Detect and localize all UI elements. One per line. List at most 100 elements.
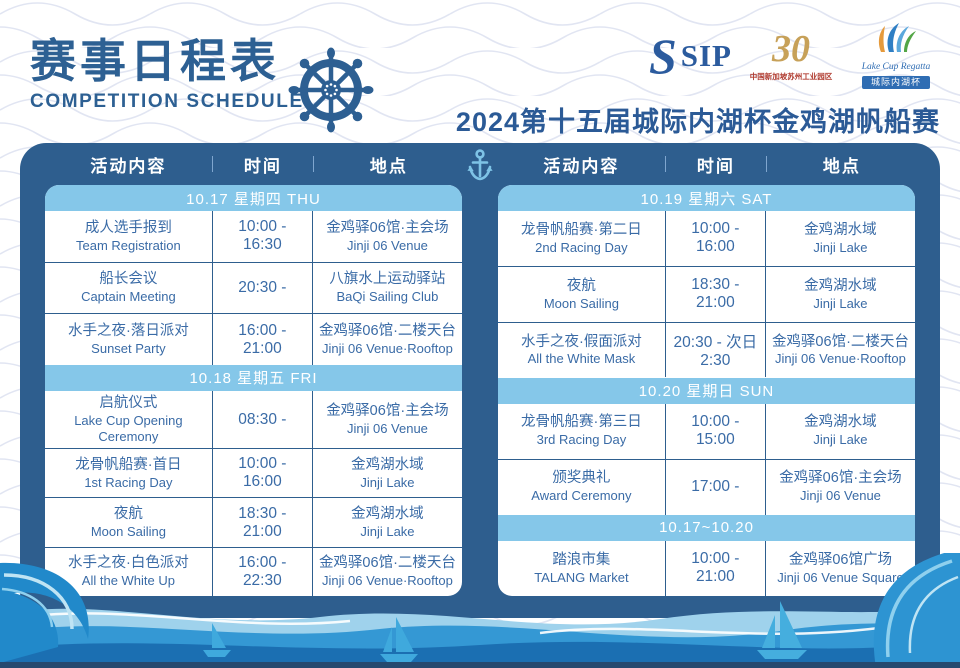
time-value: 10:00 - 16:00	[238, 455, 287, 491]
schedule-row: 夜航 Moon Sailing 18:30 - 21:00 金鸡湖水域 Jinj…	[498, 265, 915, 322]
venue-name-cn: 金鸡湖水域	[351, 456, 424, 473]
schedule-row: 水手之夜·白色派对 All the White Up 16:00 - 22:30…	[45, 546, 462, 596]
section-rows: 龙骨帆船赛·第三日 3rd Racing Day 10:00 - 15:00 金…	[498, 403, 915, 515]
venue-name-cn: 金鸡驿06馆·二楼天台	[318, 555, 456, 572]
venue-cell: 金鸡湖水域 Jinji Lake	[311, 498, 462, 547]
time-value: 10:00 - 21:00	[691, 550, 740, 586]
schedule-row: 成人选手报到 Team Registration 10:00 - 16:30 金…	[45, 211, 462, 262]
anchor-icon	[467, 148, 493, 187]
column-header-activity: 活动内容	[90, 156, 167, 176]
logo-row: S SIP 30 中国新加坡苏州工业园区 Lake Cup Regatta 城际…	[649, 22, 942, 90]
anniversary-30-caption: 中国新加坡苏州工业园区	[749, 72, 833, 81]
time-cell: 18:30 - 21:00	[664, 266, 765, 322]
time-value: 17:00 -	[691, 478, 740, 495]
bottom-waves-decoration	[0, 553, 960, 668]
header-separator	[664, 156, 666, 172]
schedule-row: 水手之夜·假面派对 All the White Mask 20:30 - 次日2…	[498, 321, 915, 378]
activity-name-cn: 颁奖典礼	[552, 470, 611, 487]
bottom-edge-strip	[0, 662, 960, 668]
schedule-row: 龙骨帆船赛·第三日 3rd Racing Day 10:00 - 15:00 金…	[498, 403, 915, 459]
venue-name-en: Jinji Lake	[813, 295, 868, 311]
schedule-section: 10.19 星期六 SAT 龙骨帆船赛·第二日 2nd Racing Day 1…	[498, 185, 915, 378]
venue-name-en: Jinji Lake	[813, 239, 868, 255]
schedule-panel-right: 10.19 星期六 SAT 龙骨帆船赛·第二日 2nd Racing Day 1…	[498, 185, 915, 596]
activity-cell: 龙骨帆船赛·首日 1st Racing Day	[45, 449, 212, 497]
activity-cell: 夜航 Moon Sailing	[498, 267, 665, 322]
regatta-logo: Lake Cup Regatta 城际内湖杯	[850, 22, 942, 90]
activity-name-en: Captain Meeting	[81, 289, 176, 305]
anniversary-30-number: 30	[772, 28, 810, 70]
venue-name-cn: 金鸡驿06馆·二楼天台	[318, 323, 456, 340]
activity-name-en: All the White Up	[81, 573, 175, 589]
venue-cell: 金鸡驿06馆·二楼天台 Jinji 06 Venue·Rooftop	[311, 547, 462, 596]
venue-cell: 金鸡驿06馆·主会场 Jinji 06 Venue	[311, 390, 462, 449]
activity-cell: 水手之夜·假面派对 All the White Mask	[498, 323, 665, 378]
venue-name-cn: 金鸡驿06馆·主会场	[326, 402, 449, 419]
panels: 10.17 星期四 THU 成人选手报到 Team Registration 1…	[20, 185, 940, 618]
schedule-row: 夜航 Moon Sailing 18:30 - 21:00 金鸡湖水域 Jinj…	[45, 497, 462, 547]
time-cell: 10:00 - 16:30	[211, 211, 312, 262]
header-separator	[312, 156, 314, 172]
venue-name-en: Jinji 06 Venue	[346, 237, 428, 253]
anniversary-30-logo: 30 中国新加坡苏州工业园区	[748, 30, 834, 82]
time-cell: 16:00 - 21:00	[211, 314, 312, 365]
section-rows: 成人选手报到 Team Registration 10:00 - 16:30 金…	[45, 211, 462, 365]
activity-cell: 船长会议 Captain Meeting	[45, 263, 212, 314]
activity-name-cn: 夜航	[566, 277, 596, 294]
section-rows: 启航仪式 Lake Cup Opening Ceremony 08:30 - 金…	[45, 390, 462, 596]
schedule-panel-left: 10.17 星期四 THU 成人选手报到 Team Registration 1…	[45, 185, 462, 596]
time-value: 10:00 - 15:00	[691, 413, 740, 448]
column-header-activity: 活动内容	[543, 156, 620, 176]
activity-name-cn: 水手之夜·白色派对	[67, 555, 189, 572]
venue-name-en: Jinji 06 Venue Square	[777, 569, 904, 585]
board-header: 活动内容 时间 地点 活动内容 时间 地点	[20, 143, 940, 185]
wave-curl-left	[0, 562, 89, 663]
time-value: 16:00 - 21:00	[238, 321, 287, 357]
venue-name-cn: 金鸡湖水域	[804, 414, 877, 431]
regatta-logo-script: Lake Cup Regatta	[861, 62, 931, 72]
venue-name-en: Jinji 06 Venue	[799, 488, 881, 504]
section-rows: 踏浪市集 TALANG Market 10:00 - 21:00 金鸡驿06馆广…	[498, 540, 915, 596]
column-header-venue: 地点	[369, 156, 408, 176]
schedule-row: 水手之夜·落日派对 Sunset Party 16:00 - 21:00 金鸡驿…	[45, 313, 462, 365]
activity-cell: 夜航 Moon Sailing	[45, 498, 212, 546]
section-date-band: 10.18 星期五 FRI	[45, 364, 462, 391]
schedule-board: 活动内容 时间 地点 活动内容 时间 地点	[20, 143, 940, 618]
section-date-band: 10.17~10.20	[498, 514, 915, 541]
activity-name-en: Lake Cup Opening Ceremony	[74, 412, 183, 444]
schedule-row: 踏浪市集 TALANG Market 10:00 - 21:00 金鸡驿06馆广…	[498, 540, 915, 596]
time-cell: 16:00 - 22:30	[211, 547, 312, 596]
regatta-logo-badge: 城际内湖杯	[861, 76, 930, 89]
venue-cell: 金鸡湖水域 Jinji Lake	[764, 211, 915, 266]
activity-name-cn: 启航仪式	[99, 394, 158, 411]
venue-cell: 八旗水上运动驿站 BaQi Sailing Club	[311, 262, 462, 314]
wave-highlight	[539, 623, 901, 636]
section-date-band: 10.17 星期四 THU	[45, 185, 462, 211]
activity-name-en: TALANG Market	[534, 569, 629, 585]
venue-cell: 金鸡驿06馆广场 Jinji 06 Venue Square	[764, 540, 915, 596]
venue-name-en: Jinji Lake	[360, 523, 415, 539]
activity-cell: 颁奖典礼 Award Ceremony	[498, 460, 665, 515]
sip-logo: S SIP	[649, 31, 732, 81]
wave-curl-right	[873, 553, 960, 668]
time-value: 08:30 -	[238, 410, 287, 428]
schedule-section: 10.20 星期日 SUN 龙骨帆船赛·第三日 3rd Racing Day 1…	[498, 377, 915, 515]
schedule-row: 船长会议 Captain Meeting 20:30 - 八旗水上运动驿站 Ba…	[45, 261, 462, 314]
activity-cell: 启航仪式 Lake Cup Opening Ceremony	[45, 391, 212, 448]
venue-cell: 金鸡湖水域 Jinji Lake	[311, 449, 462, 498]
venue-name-cn: 八旗水上运动驿站	[329, 271, 446, 288]
section-date-band: 10.20 星期日 SUN	[498, 377, 915, 404]
time-cell: 17:00 -	[664, 459, 765, 515]
activity-name-cn: 龙骨帆船赛·第二日	[520, 221, 642, 238]
header-separator	[211, 156, 213, 172]
venue-name-en: Jinji 06 Venue·Rooftop	[322, 573, 453, 589]
activity-cell: 成人选手报到 Team Registration	[45, 211, 212, 262]
wave-highlight	[9, 612, 351, 626]
activity-name-en: 1st Racing Day	[84, 474, 173, 490]
time-cell: 10:00 - 15:00	[664, 403, 765, 459]
section-rows: 龙骨帆船赛·第二日 2nd Racing Day 10:00 - 16:00 金…	[498, 211, 915, 378]
ship-wheel-icon	[288, 47, 374, 133]
venue-name-cn: 金鸡湖水域	[351, 506, 424, 523]
venue-name-cn: 金鸡驿06馆广场	[788, 551, 892, 568]
venue-name-en: BaQi Sailing Club	[336, 289, 439, 305]
